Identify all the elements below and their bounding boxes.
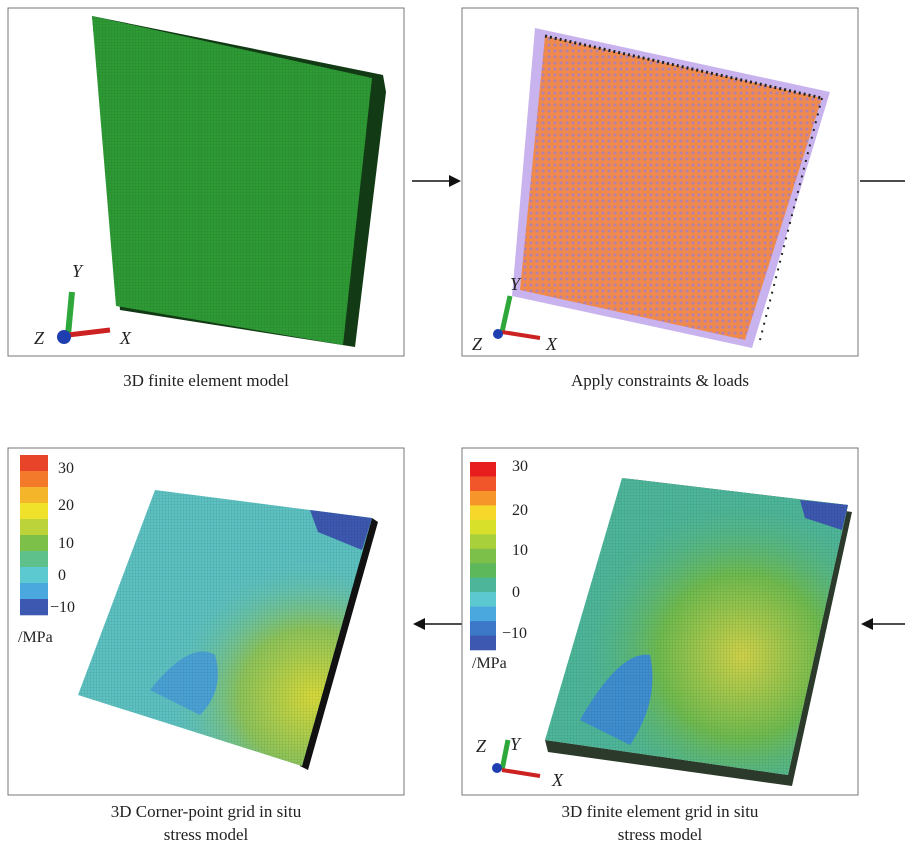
colorbar-segment — [470, 505, 496, 520]
caption: 3D Corner-point grid in situ — [111, 802, 302, 821]
colorbar-segment — [20, 519, 48, 535]
axis-label: X — [545, 334, 558, 354]
caption: 3D finite element model — [123, 371, 289, 390]
colorbar-segment — [470, 462, 496, 477]
colorbar-segment — [470, 578, 496, 593]
colorbar-unit: /MPa — [18, 629, 53, 646]
colorbar-segment — [470, 476, 496, 491]
colorbar-label: 10 — [512, 542, 528, 559]
colorbar-segment — [20, 455, 48, 471]
colorbar-segment — [470, 520, 496, 535]
colorbar-label: 30 — [58, 460, 74, 477]
colorbar-segment — [470, 563, 496, 578]
caption: 3D finite element grid in situ — [562, 802, 759, 821]
colorbar-segment — [20, 471, 48, 487]
colorbar-label: −10 — [502, 625, 527, 642]
colorbar-label: 0 — [58, 567, 66, 584]
axis-label: X — [119, 328, 132, 348]
colorbar-segment — [20, 599, 48, 615]
caption: Apply constraints & loads — [571, 371, 749, 390]
colorbar — [20, 455, 48, 615]
colorbar-segment — [470, 607, 496, 622]
axis-label: Z — [34, 328, 45, 348]
colorbar-segment — [20, 583, 48, 599]
colorbar-segment — [20, 503, 48, 519]
colorbar-label: 20 — [58, 497, 74, 514]
colorbar-segment — [470, 592, 496, 607]
colorbar-label: 0 — [512, 584, 520, 601]
figure: Y X Z 3D finite element model Y X Z Appl… — [0, 0, 905, 857]
axis-label: Z — [472, 334, 483, 354]
caption: stress model — [164, 825, 249, 844]
colorbar-segment — [20, 567, 48, 583]
colorbar-segment — [470, 491, 496, 506]
colorbar-segment — [470, 534, 496, 549]
colorbar-label: −10 — [50, 599, 75, 616]
colorbar-segment — [20, 535, 48, 551]
colorbar-label: 20 — [512, 502, 528, 519]
colorbar-unit: /MPa — [472, 655, 507, 672]
colorbar-segment — [470, 549, 496, 564]
colorbar — [470, 462, 496, 650]
axis-label: Z — [476, 736, 487, 756]
colorbar-label: 10 — [58, 535, 74, 552]
colorbar-segment — [470, 621, 496, 636]
colorbar-label: 30 — [512, 458, 528, 475]
colorbar-segment — [470, 636, 496, 651]
colorbar-segment — [20, 487, 48, 503]
axis-label: X — [551, 770, 564, 790]
colorbar-segment — [20, 551, 48, 567]
caption: stress model — [618, 825, 703, 844]
